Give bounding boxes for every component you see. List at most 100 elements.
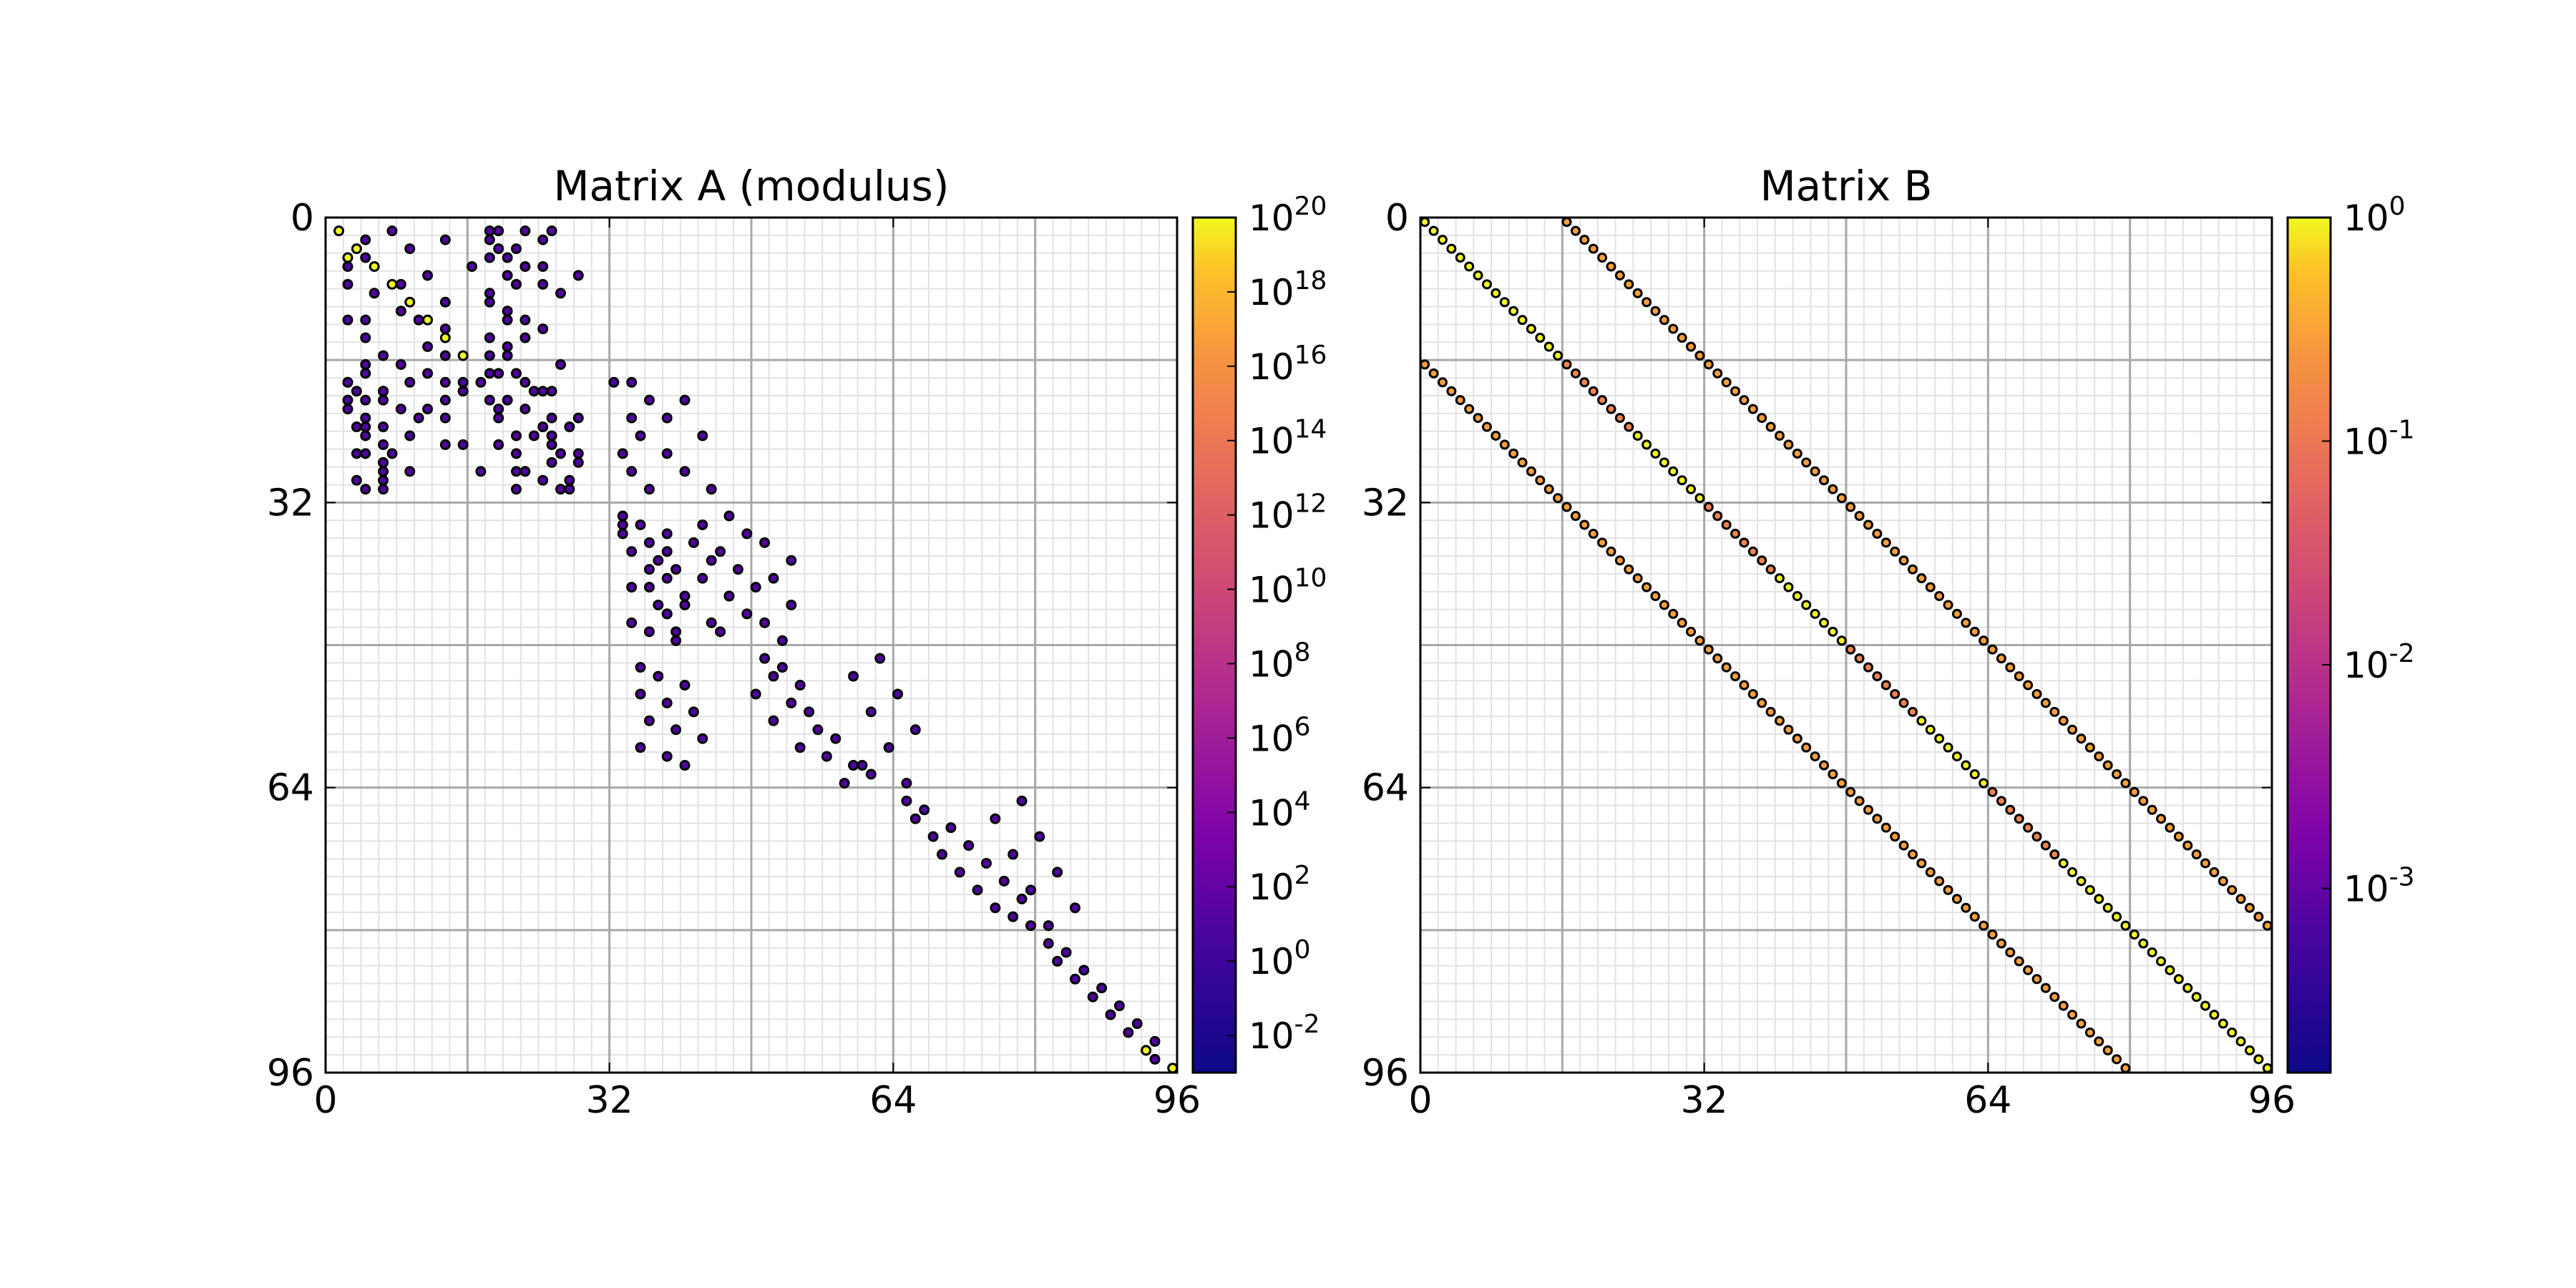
data-point bbox=[484, 225, 495, 237]
colorbar bbox=[2286, 216, 2332, 1074]
data-point bbox=[1677, 475, 1687, 486]
data-point bbox=[519, 260, 531, 272]
data-point bbox=[812, 724, 824, 736]
data-point bbox=[546, 430, 557, 441]
data-point bbox=[688, 537, 699, 548]
data-point bbox=[502, 314, 513, 326]
colorbar-tick-label: 102 bbox=[1249, 861, 1311, 908]
data-point bbox=[1149, 1035, 1161, 1047]
data-point bbox=[1730, 671, 1741, 682]
data-point bbox=[404, 466, 416, 477]
data-point bbox=[1898, 698, 1909, 708]
data-point bbox=[422, 404, 434, 415]
data-point bbox=[342, 278, 353, 290]
data-point bbox=[360, 421, 371, 433]
data-point bbox=[2112, 912, 2122, 922]
data-point bbox=[404, 430, 416, 441]
data-point bbox=[546, 225, 557, 237]
data-point bbox=[909, 724, 921, 736]
data-point bbox=[1819, 618, 1830, 628]
data-point bbox=[635, 742, 646, 753]
data-point bbox=[1579, 519, 1590, 530]
data-point bbox=[1491, 430, 1501, 441]
data-point bbox=[679, 599, 691, 610]
data-point bbox=[572, 412, 584, 424]
data-point bbox=[1828, 769, 1838, 779]
data-point bbox=[1890, 831, 1901, 842]
data-point bbox=[404, 296, 416, 308]
data-point bbox=[1951, 751, 1962, 762]
data-point bbox=[378, 394, 389, 406]
data-point bbox=[342, 252, 353, 263]
data-point bbox=[679, 760, 691, 771]
data-point bbox=[351, 421, 362, 433]
data-point bbox=[1420, 359, 1430, 370]
data-point bbox=[1008, 911, 1019, 922]
data-point bbox=[546, 457, 557, 468]
data-point bbox=[1428, 225, 1439, 236]
data-point bbox=[1614, 413, 1625, 424]
data-point bbox=[1499, 297, 1510, 308]
data-point bbox=[670, 564, 682, 575]
data-point bbox=[2023, 822, 2034, 833]
data-point bbox=[360, 412, 371, 424]
data-point bbox=[528, 386, 540, 397]
data-point bbox=[1668, 608, 1679, 619]
colorbar-tick-label: 100 bbox=[2343, 192, 2406, 239]
data-point bbox=[617, 528, 628, 540]
data-point bbox=[1872, 814, 1883, 824]
data-point bbox=[511, 484, 522, 495]
data-point bbox=[555, 288, 566, 299]
colorbar-tick-label: 100 bbox=[1249, 935, 1311, 982]
data-point bbox=[821, 751, 832, 762]
data-point bbox=[759, 617, 771, 628]
data-point bbox=[1464, 404, 1475, 414]
data-point bbox=[2147, 804, 2157, 815]
data-point bbox=[2262, 920, 2273, 931]
data-point bbox=[1632, 573, 1643, 584]
data-point bbox=[706, 617, 717, 628]
data-point bbox=[909, 813, 921, 824]
data-point bbox=[1686, 484, 1697, 494]
data-point bbox=[2209, 867, 2220, 877]
data-point bbox=[643, 715, 655, 726]
data-point bbox=[2031, 974, 2042, 985]
data-point bbox=[439, 296, 451, 308]
data-point bbox=[768, 715, 779, 726]
data-point bbox=[1747, 688, 1758, 699]
data-point bbox=[688, 706, 699, 718]
data-point bbox=[1455, 395, 1465, 406]
data-point bbox=[2102, 1045, 2113, 1055]
data-point bbox=[537, 323, 549, 335]
data-point bbox=[1481, 421, 1492, 432]
data-point bbox=[1863, 804, 1873, 815]
data-point bbox=[2031, 831, 2042, 842]
data-point bbox=[1517, 315, 1528, 326]
data-point bbox=[378, 350, 389, 361]
data-point bbox=[2067, 867, 2078, 877]
data-point bbox=[786, 697, 797, 708]
data-point bbox=[750, 582, 761, 593]
data-point bbox=[643, 537, 655, 548]
data-point bbox=[697, 519, 708, 530]
data-point bbox=[954, 867, 965, 878]
data-point bbox=[1907, 849, 1918, 860]
data-point bbox=[1863, 662, 1873, 673]
data-point bbox=[626, 582, 638, 593]
data-point bbox=[1650, 591, 1661, 602]
data-point bbox=[892, 688, 904, 700]
data-point bbox=[564, 421, 575, 433]
data-point bbox=[493, 439, 504, 450]
data-point bbox=[484, 296, 495, 308]
data-point bbox=[572, 448, 584, 459]
data-point bbox=[2094, 1036, 2104, 1047]
data-point bbox=[342, 376, 353, 388]
data-point bbox=[2049, 849, 2060, 860]
data-point bbox=[1916, 573, 1927, 584]
x-tick-label: 64 bbox=[869, 1079, 917, 1122]
data-point bbox=[1747, 546, 1758, 557]
data-point bbox=[1553, 350, 1563, 361]
data-point bbox=[1588, 243, 1599, 254]
data-point bbox=[1845, 644, 1856, 655]
colorbar-tick-label: 1010 bbox=[1249, 564, 1327, 611]
